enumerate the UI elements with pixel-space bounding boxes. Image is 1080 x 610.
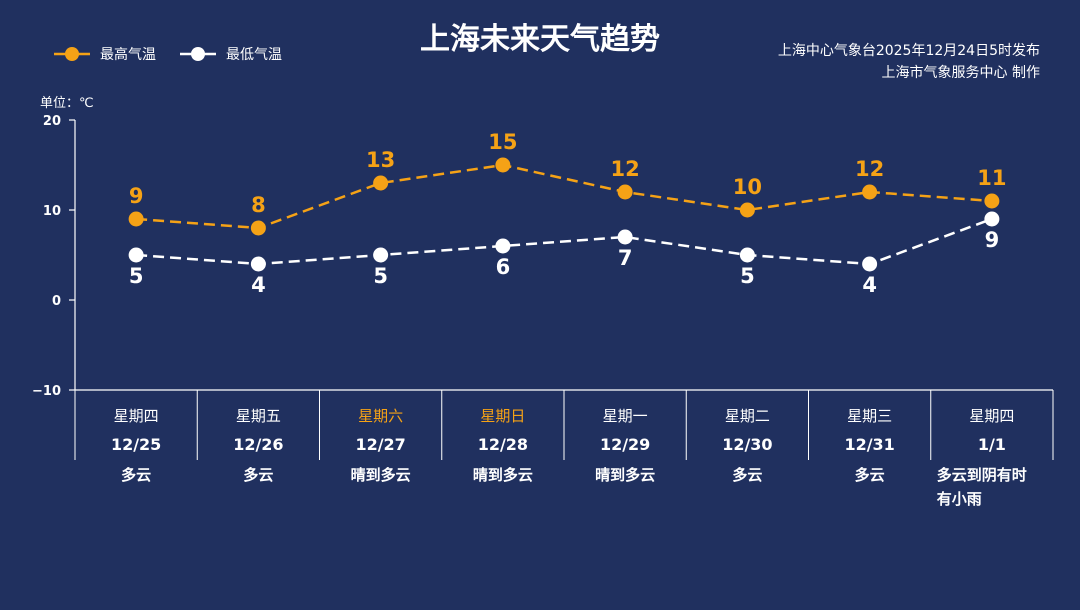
weather-label: 多云到阴有时 [937, 466, 1027, 484]
data-label-low: 4 [251, 273, 266, 297]
legend-item-high: 最高气温 [52, 44, 156, 64]
date-label: 12/28 [478, 435, 528, 454]
data-point-high [495, 157, 511, 173]
weekday-label: 星期四 [114, 407, 159, 425]
legend-low-label: 最低气温 [226, 47, 282, 63]
weekday-label: 星期一 [603, 407, 648, 425]
weekday-label: 星期三 [847, 407, 892, 425]
series-line-high [136, 163, 992, 230]
data-label-high: 13 [366, 148, 395, 172]
data-point-low [373, 247, 389, 263]
series-line-low [136, 217, 993, 266]
data-label-high: 10 [733, 175, 762, 199]
data-label-high: 11 [977, 166, 1006, 190]
weekday-label: 星期日 [480, 407, 525, 425]
data-point-high [250, 220, 266, 236]
data-label-high: 8 [251, 193, 266, 217]
date-label: 12/27 [355, 435, 405, 454]
date-label: 12/25 [111, 435, 161, 454]
y-tick-label: 0 [52, 294, 61, 309]
data-label-low: 5 [740, 264, 755, 288]
date-label: 1/1 [978, 435, 1006, 454]
page-title: 上海未来天气趋势 [420, 22, 660, 57]
data-label-low: 7 [618, 246, 633, 270]
weather-label: 多云 [855, 466, 885, 484]
data-point-low [495, 238, 511, 254]
data-label-low: 9 [985, 228, 1000, 252]
y-tick-label: −10 [32, 384, 61, 399]
data-label-high: 9 [129, 184, 144, 208]
data-point-low [250, 256, 266, 272]
data-point-high [984, 193, 1000, 209]
weather-label: 晴到多云 [351, 466, 411, 484]
weekday-label: 星期五 [236, 407, 281, 425]
date-label: 12/31 [844, 435, 894, 454]
data-point-high [373, 175, 389, 191]
data-point-low [862, 256, 878, 272]
data-label-high: 15 [488, 130, 517, 154]
weekday-label: 星期四 [969, 407, 1014, 425]
data-label-low: 4 [862, 273, 877, 297]
data-point-low [984, 211, 1000, 227]
legend-item-low: 最低气温 [178, 44, 282, 64]
data-point-high [862, 184, 878, 200]
weather-label: 多云 [243, 466, 273, 484]
weather-label: 晴到多云 [473, 466, 533, 484]
source-line-issue: 上海中心气象台2025年12月24日5时发布 [777, 43, 1040, 59]
weekday-label: 星期二 [725, 407, 770, 425]
date-label: 12/30 [722, 435, 772, 454]
data-label-low: 5 [373, 264, 388, 288]
date-label: 12/29 [600, 435, 650, 454]
y-tick-label: 10 [43, 204, 61, 219]
legend-high-marker-icon [54, 47, 90, 61]
data-label-high: 12 [611, 157, 640, 181]
data-point-low [739, 247, 755, 263]
y-tick-label: 20 [43, 114, 61, 129]
weather-label: 晴到多云 [595, 466, 655, 484]
data-label-low: 6 [496, 255, 511, 279]
data-label-high: 12 [855, 157, 884, 181]
data-point-high [128, 211, 144, 227]
weather-label: 有小雨 [937, 490, 982, 508]
weather-label: 多云 [732, 466, 762, 484]
weather-label: 多云 [121, 466, 151, 484]
source-note: 上海中心气象台2025年12月24日5时发布 上海市气象服务中心 制作 [778, 40, 1040, 84]
legend-high-label: 最高气温 [100, 47, 156, 63]
date-label: 12/26 [233, 435, 283, 454]
chart-legend: 最高气温 最低气温 [52, 44, 304, 64]
data-point-low [128, 247, 144, 263]
legend-low-marker-icon [180, 47, 216, 61]
source-line-producer: 上海市气象服务中心 制作 [881, 65, 1040, 81]
data-point-low [617, 229, 633, 245]
weekday-label: 星期六 [358, 407, 403, 425]
data-label-low: 5 [129, 264, 144, 288]
unit-label: 单位：℃ [40, 96, 94, 111]
data-point-high [739, 202, 755, 218]
data-point-high [617, 184, 633, 200]
